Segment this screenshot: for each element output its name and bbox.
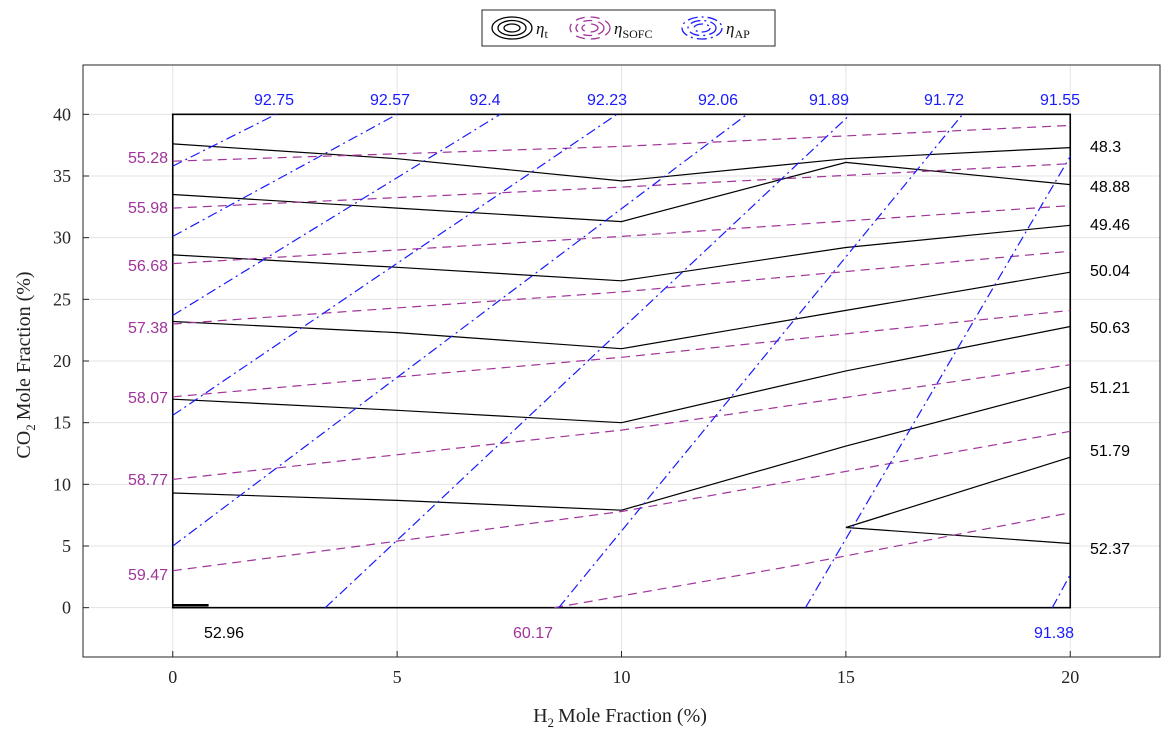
contour-label: 50.04 xyxy=(1090,263,1130,280)
contour-label: 92.4 xyxy=(469,92,500,109)
x-axis-label: H2 Mole Fraction (%) xyxy=(533,705,707,730)
legend-subscript: SOFC xyxy=(622,27,652,41)
legend-swatch xyxy=(575,19,605,37)
x-axis-label-subscript: 2 xyxy=(548,715,555,730)
y-tick-label: 40 xyxy=(53,104,71,124)
y-tick-label: 10 xyxy=(53,474,71,494)
contour-label: 48.3 xyxy=(1090,139,1121,156)
contour-label: 48.88 xyxy=(1090,179,1130,196)
contour-line-dashed xyxy=(172,250,1071,325)
x-tick-label: 0 xyxy=(168,667,177,687)
contour-line-dashed xyxy=(172,309,1071,398)
x-tick-label: 15 xyxy=(837,667,855,687)
contour-label: 51.21 xyxy=(1090,380,1130,397)
contour-line-dashdot xyxy=(324,113,851,609)
y-tick-label: 0 xyxy=(62,598,71,618)
contour-line-dashdot xyxy=(172,113,277,167)
legend-label: ηSOFC xyxy=(614,19,652,41)
contour-label: 91.72 xyxy=(924,92,964,109)
data-domain-border xyxy=(171,113,1072,609)
contour-labels: 48.3 48.88 49.46 50.04 50.63 51.21 51.79 52.37 5… xyxy=(128,92,1130,642)
contour-label: 51.79 xyxy=(1090,443,1130,460)
grid-lines xyxy=(83,65,1160,657)
y-tick-label: 25 xyxy=(53,289,71,309)
legend-label: ηt xyxy=(536,19,548,41)
contour-label: 55.28 xyxy=(128,150,168,167)
legend-symbol: η xyxy=(614,19,622,38)
contour-label: 55.98 xyxy=(128,200,168,217)
legend: ηt ηSOFC ηAP xyxy=(481,9,776,47)
y-tick-label: 35 xyxy=(53,166,71,186)
legend-entry: ηt xyxy=(491,16,548,41)
contour-line-dashed xyxy=(172,430,1071,572)
contour-label: 92.23 xyxy=(587,92,627,109)
contour-line-dashdot xyxy=(804,155,1071,609)
contour-label: 57.38 xyxy=(128,320,168,337)
y-tick-label: 15 xyxy=(53,413,71,433)
legend-symbol: η xyxy=(536,19,544,38)
contour-label: 92.75 xyxy=(254,92,294,109)
contour-line-dashdot xyxy=(1051,574,1071,608)
x-axis-label-prefix: H xyxy=(533,705,547,727)
contour-label: 52.37 xyxy=(1090,541,1130,558)
x-axis-label-text: Mole Fraction (%) xyxy=(558,705,707,727)
legend-swatch xyxy=(569,16,611,40)
axis-ticks: 0 5 10 15 20 0 5 10 15 20 25 30 35 40 xyxy=(53,104,1079,687)
legend-swatch xyxy=(681,16,723,40)
x-tick-label: 5 xyxy=(393,667,402,687)
contour-line-solid xyxy=(845,526,1071,545)
y-axis-label: CO2 Mole Fraction (%) xyxy=(13,271,38,458)
contour-label: 92.57 xyxy=(370,92,410,109)
x-tick-label: 20 xyxy=(1061,667,1079,687)
contour-label: 50.63 xyxy=(1090,320,1130,337)
legend-symbol: η xyxy=(726,19,734,38)
contour-label: 91.55 xyxy=(1040,92,1080,109)
legend-subscript: AP xyxy=(734,27,750,41)
legend-entry: ηAP xyxy=(681,16,750,41)
contour-label: 58.07 xyxy=(128,390,168,407)
legend-swatch xyxy=(687,19,717,37)
legend-swatch xyxy=(497,19,527,37)
contour-line-solid xyxy=(172,161,1071,223)
legend-swatch xyxy=(581,23,599,33)
contour-line-solid xyxy=(845,456,1071,529)
contour-lines xyxy=(172,113,1071,609)
contour-label: 49.46 xyxy=(1090,217,1130,234)
contour-line-dashdot xyxy=(558,113,964,609)
y-tick-label: 30 xyxy=(53,228,71,248)
legend-label: ηAP xyxy=(726,19,750,41)
y-tick-label: 20 xyxy=(53,351,71,371)
contour-label: 60.17 xyxy=(513,625,553,642)
contour-label: 91.38 xyxy=(1034,625,1074,642)
contour-label: 56.68 xyxy=(128,258,168,275)
contour-label: 91.89 xyxy=(809,92,849,109)
legend-swatch xyxy=(503,23,521,33)
contour-label: 58.77 xyxy=(128,472,168,489)
contour-label: 59.47 xyxy=(128,567,168,584)
y-axis-label-subscript: 2 xyxy=(23,424,38,431)
legend-box xyxy=(481,9,776,47)
contour-label: 92.06 xyxy=(698,92,738,109)
legend-entry: ηSOFC xyxy=(569,16,652,41)
contour-line-solid xyxy=(172,271,1071,350)
contour-line-dashdot xyxy=(172,113,501,316)
contour-line-dashdot xyxy=(172,113,398,237)
contour-line-solid xyxy=(172,325,1071,424)
y-axis-label-prefix: CO xyxy=(13,431,35,459)
contour-label: 52.96 xyxy=(204,625,244,642)
y-axis-label-text: Mole Fraction (%) xyxy=(13,271,35,420)
contour-line-dashdot xyxy=(172,113,618,416)
legend-subscript: t xyxy=(544,27,548,41)
legend-swatch xyxy=(693,23,711,33)
contour-line-dashed xyxy=(554,512,1071,609)
y-tick-label: 5 xyxy=(62,536,71,556)
contour-line-solid xyxy=(172,386,1071,511)
contour-line-solid xyxy=(172,224,1071,282)
contour-line-dashed xyxy=(172,364,1071,480)
legend-swatch xyxy=(491,16,533,40)
x-tick-label: 10 xyxy=(613,667,631,687)
contour-line-solid xyxy=(172,143,1071,182)
